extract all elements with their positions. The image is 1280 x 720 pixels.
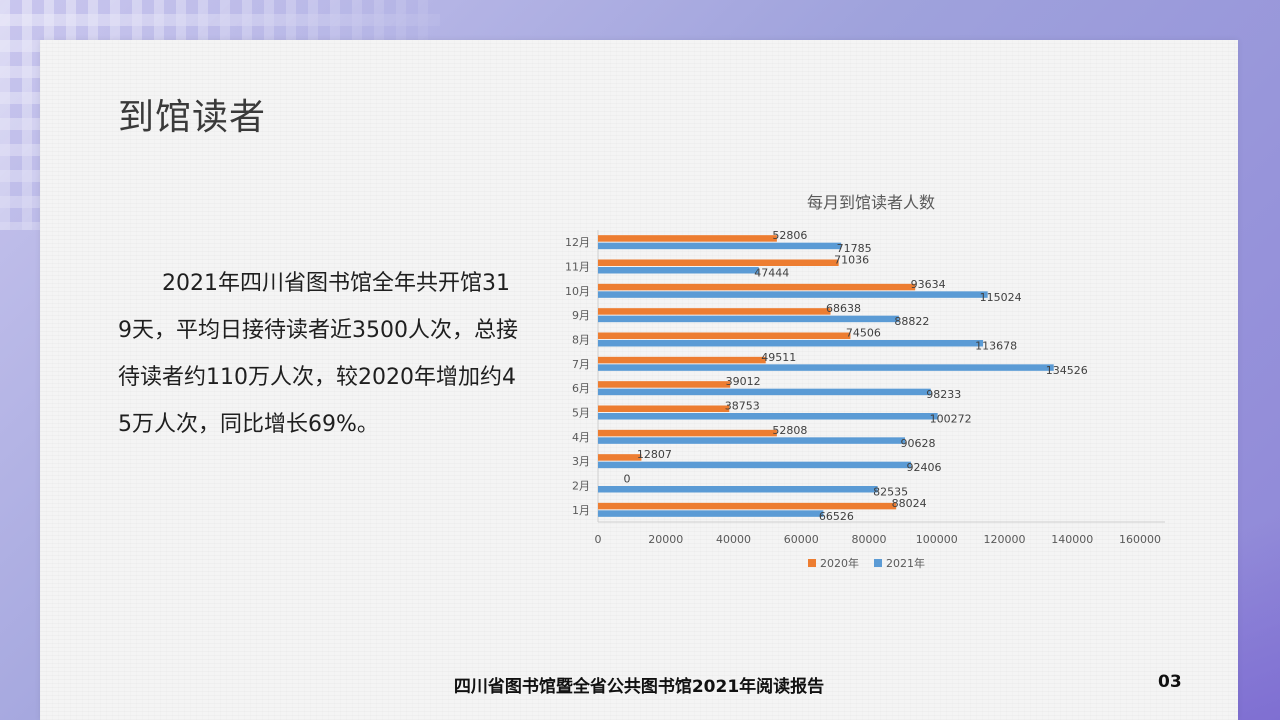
- bar-2021: [598, 364, 1054, 371]
- bar-2021: [598, 340, 984, 347]
- y-tick-label: 3月: [572, 455, 590, 468]
- chart-title: 每月到馆读者人数: [807, 193, 935, 212]
- y-tick-label: 8月: [572, 334, 590, 347]
- page-title: 到馆读者: [118, 97, 267, 138]
- data-label: 66526: [819, 510, 854, 523]
- y-tick-label: 10月: [565, 285, 590, 298]
- x-tick-label: 100000: [916, 533, 958, 546]
- summary-paragraph: 2021年四川省图书馆全年共开馆319天，平均日接待读者近3500人次，总接待读…: [118, 271, 518, 437]
- data-label: 49511: [761, 351, 796, 364]
- x-tick-label: 140000: [1051, 533, 1093, 546]
- y-tick-label: 11月: [565, 261, 590, 274]
- legend-label: 2020年: [820, 556, 859, 570]
- y-tick-label: 2月: [572, 480, 590, 493]
- slide-panel: 到馆读者 2021年四川省图书馆全年共开馆319天，平均日接待读者近3500人次…: [40, 40, 1238, 720]
- data-label: 100272: [930, 413, 972, 426]
- data-label: 38753: [725, 400, 760, 413]
- data-label: 113678: [975, 340, 1017, 353]
- data-label: 88822: [894, 315, 929, 328]
- data-label: 90628: [901, 437, 936, 450]
- footer-title: 四川省图书馆暨全省公共图书馆2021年阅读报告: [453, 677, 825, 697]
- y-tick-label: 5月: [572, 407, 590, 420]
- legend-swatch: [808, 559, 816, 567]
- data-label: 82535: [873, 486, 908, 499]
- data-label: 39012: [726, 375, 761, 388]
- x-tick-label: 40000: [716, 533, 751, 546]
- data-label: 88024: [892, 497, 927, 510]
- y-tick-label: 4月: [572, 431, 590, 444]
- bar-2020: [598, 405, 730, 412]
- monthly-visitors-chart: 每月到馆读者人数 0 20000 40000 60000 80000 100000 12000…: [565, 193, 1165, 570]
- data-label: 0: [624, 473, 631, 486]
- x-tick-label: 20000: [648, 533, 683, 546]
- data-label: 12807: [637, 448, 672, 461]
- data-label: 74506: [846, 327, 881, 340]
- bar-2021: [598, 486, 878, 493]
- x-tick-label: 0: [595, 533, 602, 546]
- bar-2020: [598, 502, 897, 510]
- bar-2020: [598, 308, 831, 315]
- x-tick-label: 80000: [852, 533, 887, 546]
- data-label: 98233: [926, 388, 961, 401]
- bar-2020: [598, 332, 851, 339]
- bar-2021: [598, 413, 938, 420]
- legend-swatch: [874, 559, 882, 567]
- bar-2020: [598, 454, 642, 461]
- bar-2021: [598, 315, 899, 323]
- y-tick-label: 9月: [572, 309, 590, 322]
- data-label: 134526: [1046, 364, 1088, 377]
- bar-2021: [598, 437, 906, 444]
- data-label: 47444: [754, 267, 789, 280]
- data-label: 71036: [834, 254, 869, 267]
- bar-2021: [598, 291, 988, 298]
- bar-2020: [598, 235, 777, 242]
- x-tick-label: 160000: [1119, 533, 1161, 546]
- data-label: 71785: [837, 242, 872, 255]
- bar-2020: [598, 356, 766, 364]
- bar-2021: [598, 461, 912, 469]
- bar-2020: [598, 283, 916, 291]
- data-label: 68638: [826, 302, 861, 315]
- y-tick-label: 7月: [572, 358, 590, 371]
- data-label: 93634: [911, 278, 946, 291]
- data-label: 115024: [980, 291, 1022, 304]
- y-tick-label: 12月: [565, 236, 590, 249]
- y-tick-label: 6月: [572, 382, 590, 395]
- data-label: 52808: [772, 424, 807, 437]
- legend-label: 2021年: [886, 556, 925, 570]
- x-tick-label: 60000: [784, 533, 819, 546]
- bar-2021: [598, 388, 931, 396]
- data-label: 92406: [907, 461, 942, 474]
- page-number: 03: [1158, 672, 1182, 692]
- bar-2021: [598, 510, 824, 517]
- bar-2020: [598, 429, 777, 437]
- bar-2020: [598, 381, 731, 388]
- bar-2021: [598, 242, 842, 250]
- data-label: 52806: [772, 229, 807, 242]
- y-tick-label: 1月: [572, 504, 590, 517]
- x-tick-label: 120000: [984, 533, 1026, 546]
- bar-2020: [598, 259, 839, 266]
- bar-2021: [598, 267, 759, 274]
